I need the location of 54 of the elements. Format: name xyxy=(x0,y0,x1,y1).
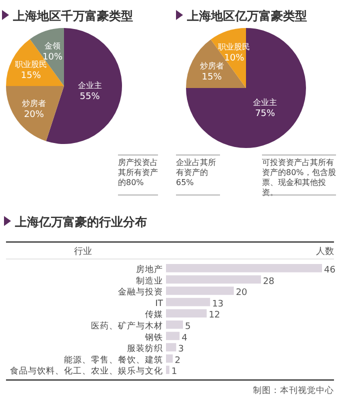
data-label: 3 xyxy=(178,344,184,355)
y-tick-label: 能源、零售、餐饮、建筑 xyxy=(64,354,163,366)
bar xyxy=(166,298,210,306)
text: 房产投资占其所有资产的80% xyxy=(118,158,159,188)
data-label: 15% xyxy=(202,72,222,83)
y-tick-label: 传媒 xyxy=(145,309,163,320)
bar xyxy=(166,275,261,284)
y-tick-label: 医药、矿产与木材 xyxy=(91,320,163,332)
slice-label: 企业主 xyxy=(253,98,278,108)
slice-label: 企业主 xyxy=(78,81,102,90)
text: 企业占其所有资产的65% xyxy=(176,158,217,188)
y-tick-label: 金融与投资 xyxy=(118,286,163,298)
y-tick-label: 服装纺织 xyxy=(127,343,163,354)
chart-title: 上海亿万富豪的行业分布 xyxy=(14,215,147,229)
bar xyxy=(166,332,180,340)
data-label: 15% xyxy=(20,71,42,82)
slice-label: 职业股民 xyxy=(218,42,250,52)
bar xyxy=(166,354,173,363)
data-label: 28 xyxy=(262,276,275,287)
y-tick-label: 钢铁 xyxy=(144,332,163,343)
data-label: 1 xyxy=(171,367,178,378)
y-axis-title: 行业 xyxy=(74,246,92,257)
slice-label: 炒房者 xyxy=(22,98,46,108)
y-tick-label: IT xyxy=(155,298,164,309)
data-label: 20 xyxy=(236,288,248,298)
chart-title: 上海地区千万富豪类型 xyxy=(12,9,133,23)
bar xyxy=(166,286,234,295)
data-label: 10% xyxy=(224,53,245,64)
data-label: 2 xyxy=(174,356,181,366)
bar xyxy=(166,309,207,318)
data-label: 20% xyxy=(24,110,44,120)
data-label: 5 xyxy=(184,322,191,332)
data-label: 46 xyxy=(324,266,336,276)
y-tick-label: 房地产 xyxy=(136,264,163,275)
pie-slice xyxy=(186,28,306,148)
data-label: 55% xyxy=(80,92,100,102)
data-label: 12 xyxy=(208,310,220,321)
chart-title: 上海地区亿万富豪类型 xyxy=(186,9,307,23)
bar xyxy=(166,343,176,352)
text: 制图：本刊视觉中心 xyxy=(253,385,334,396)
slice-label: 职业股民 xyxy=(14,60,47,70)
bar xyxy=(166,264,322,272)
data-label: 75% xyxy=(255,109,276,120)
y-tick-label: 食品与饮料、化工、农业、娱乐与文化 xyxy=(10,366,163,377)
data-label: 4 xyxy=(182,333,188,344)
text: 可投资资产占其所有资产的80%，包含股票、现金和其他投资。 xyxy=(262,158,337,198)
slice-label: 炒房者 xyxy=(200,62,224,71)
bar xyxy=(166,366,170,374)
data-label: 13 xyxy=(212,299,224,310)
bar xyxy=(166,320,183,329)
slice-label: 金领 xyxy=(44,42,61,51)
pie-slice xyxy=(6,86,64,142)
x-axis-title: 人数 xyxy=(316,246,334,257)
y-tick-label: 制造业 xyxy=(136,275,163,286)
